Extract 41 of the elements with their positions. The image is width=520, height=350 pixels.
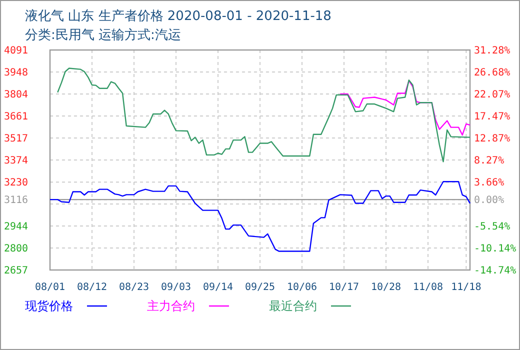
chart-subtitle: 分类:民用气 运输方式:汽运: [25, 27, 181, 43]
y2-tick-label: -5.54%: [474, 222, 510, 233]
y2-tick-label: 22.07%: [474, 90, 510, 101]
y-tick-label: 3661: [4, 111, 28, 122]
x-tick-label: 08/01: [34, 282, 66, 293]
x-tick-label: 09/14: [202, 282, 234, 293]
y-tick-label: 3374: [4, 156, 28, 166]
x-tick-label: 08/23: [118, 282, 150, 293]
y2-tick-label: 8.27%: [474, 156, 504, 166]
x-tick-label: 10/06: [286, 282, 318, 293]
y2-tick-label: 3.66%: [474, 178, 504, 189]
x-tick-label: 11/18: [451, 282, 482, 293]
y-tick-label: 3948: [4, 67, 28, 78]
x-tick-label: 10/17: [328, 282, 360, 293]
line-series: [340, 80, 471, 136]
y-tick-label: 3517: [4, 134, 28, 145]
y2-tick-label: -10.14%: [474, 244, 516, 255]
y2-tick-label: 12.87%: [474, 134, 510, 145]
y-tick-label: 3116: [4, 195, 28, 206]
y-tick-label: 2944: [4, 221, 28, 232]
y-tick-label: 3804: [4, 90, 28, 101]
y2-tick-label: 31.28%: [474, 46, 510, 56]
x-tick-label: 09/25: [244, 282, 276, 293]
line-series: [57, 68, 471, 162]
y2-tick-label: 0.00%: [474, 195, 504, 206]
x-tick-label: 09/03: [160, 282, 192, 293]
legend-label: 主力合约: [147, 299, 195, 313]
y-tick-label: 3230: [4, 178, 28, 189]
y2-tick-label: 26.68%: [474, 67, 510, 78]
x-tick-label: 10/28: [370, 282, 402, 293]
y-tick-label: 2657: [4, 266, 28, 276]
x-tick-label: 11/08: [412, 282, 444, 293]
y-tick-label: 2800: [4, 244, 28, 255]
y2-tick-label: -14.74%: [474, 266, 516, 276]
line-series: [49, 181, 471, 252]
y-tick-label: 4091: [4, 46, 28, 56]
legend-label: 最近合约: [269, 299, 317, 313]
y2-tick-label: 17.47%: [474, 112, 510, 123]
x-tick-label: 08/12: [76, 282, 108, 293]
chart-title: 液化气 山东 生产者价格 2020-08-01 - 2020-11-18: [25, 9, 332, 24]
legend-label: 现货价格: [25, 299, 73, 313]
